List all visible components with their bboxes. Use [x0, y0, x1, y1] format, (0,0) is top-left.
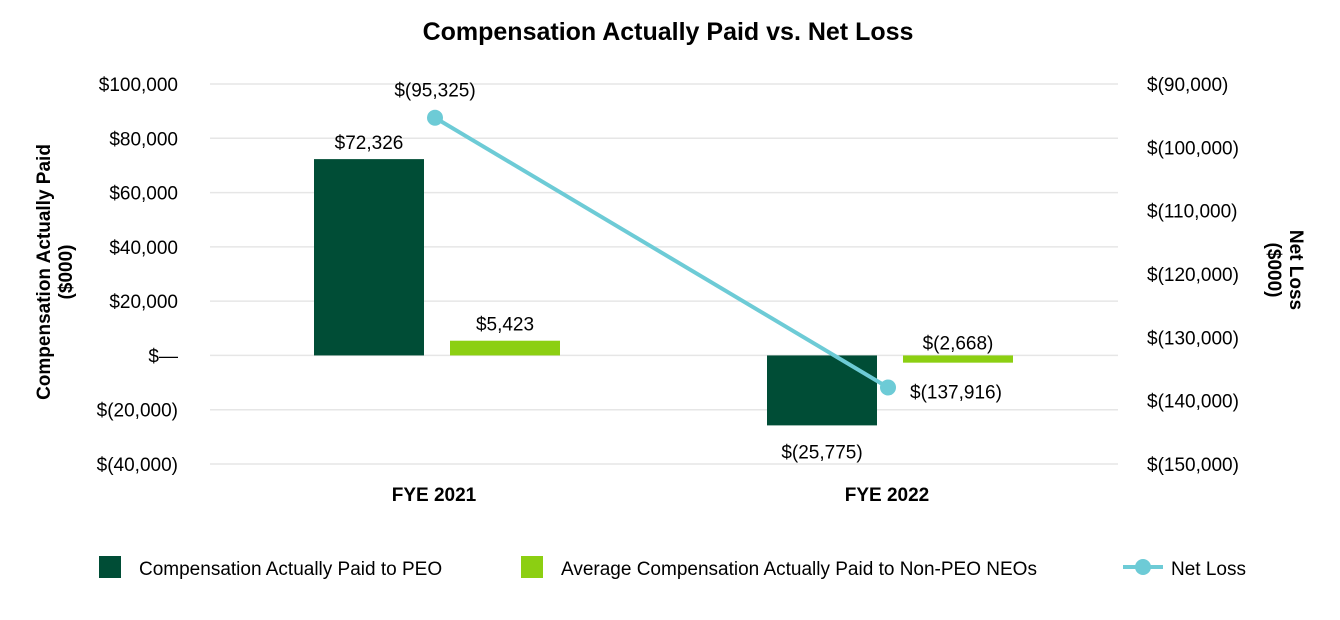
left-tick-label: $20,000	[109, 292, 178, 313]
category-labels: FYE 2021 FYE 2022	[392, 485, 930, 506]
category-label: FYE 2022	[845, 485, 930, 506]
left-tick-label: $(40,000)	[97, 455, 178, 476]
left-tick-label: $100,000	[99, 75, 178, 96]
legend-point-marker	[1135, 559, 1151, 575]
right-tick-label: $(140,000)	[1147, 392, 1239, 413]
legend-label: Compensation Actually Paid to PEO	[139, 559, 442, 580]
bar	[903, 355, 1013, 363]
right-tick-label: $(110,000)	[1147, 202, 1238, 223]
left-axis-ticks: $100,000 $80,000 $60,000 $40,000 $20,000 $— $(…	[97, 75, 178, 476]
left-axis-title: Compensation Actually Paid($000)	[34, 144, 77, 400]
bar	[450, 340, 560, 356]
legend-swatch	[99, 556, 121, 578]
left-tick-label: $40,000	[109, 238, 178, 259]
right-axis-title-text: Net Loss($000)	[1263, 230, 1306, 310]
net-loss-series-line	[433, 116, 890, 390]
net-loss-data-label: $(95,325)	[394, 81, 475, 102]
bar	[767, 355, 877, 426]
bar-marks: $72,326 $(25,775) $5,423 $(2,668)	[314, 133, 1013, 463]
bar-data-label: $5,423	[476, 315, 534, 336]
chart-title: Compensation Actually Paid vs. Net Loss	[423, 18, 914, 46]
net-loss-point	[880, 379, 896, 396]
legend-label: Average Compensation Actually Paid to No…	[561, 559, 1037, 580]
net-loss-line: $(95,325) $(137,916)	[394, 81, 1002, 404]
right-axis-title: Net Loss($000)	[1263, 230, 1306, 310]
bar	[314, 159, 424, 356]
net-loss-data-label: $(137,916)	[910, 382, 1002, 403]
bar-data-label: $(2,668)	[923, 333, 994, 354]
right-tick-label: $(120,000)	[1147, 265, 1239, 286]
category-label: FYE 2021	[392, 485, 477, 506]
bar-data-label: $72,326	[335, 133, 404, 154]
right-tick-label: $(130,000)	[1147, 328, 1239, 349]
right-tick-label: $(100,000)	[1147, 138, 1239, 159]
legend: Compensation Actually Paid to PEO Average…	[99, 556, 1246, 580]
left-tick-label: $60,000	[109, 184, 178, 205]
left-tick-label: $—	[148, 346, 178, 367]
right-tick-label: $(90,000)	[1147, 75, 1228, 96]
legend-label: Net Loss	[1171, 559, 1246, 580]
left-tick-label: $80,000	[109, 129, 178, 150]
legend-swatch	[521, 556, 543, 578]
right-tick-label: $(150,000)	[1147, 455, 1239, 476]
right-axis-ticks: $(90,000) $(100,000) $(110,000) $(120,000) $…	[1147, 75, 1239, 476]
bar-data-label: $(25,775)	[781, 442, 862, 463]
left-axis-title-text: Compensation Actually Paid($000)	[34, 144, 77, 400]
net-loss-point	[427, 109, 443, 126]
left-tick-label: $(20,000)	[97, 401, 178, 422]
